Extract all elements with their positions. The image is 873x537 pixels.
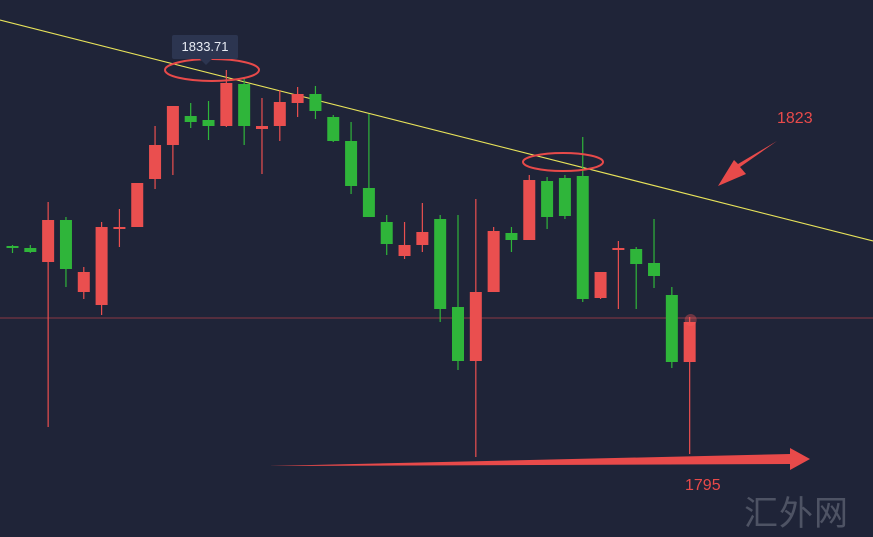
candle-body (327, 117, 340, 141)
candle-body (648, 263, 661, 276)
candle-body (576, 176, 589, 299)
candle-body (95, 227, 108, 305)
candle-body (683, 322, 696, 362)
candle-body (434, 219, 447, 309)
candle-body (166, 106, 179, 145)
candle-body (523, 180, 536, 240)
candle-body (202, 120, 215, 126)
resistance-annotation: 1823 (777, 110, 813, 127)
candle-body (309, 94, 322, 111)
candle-body (131, 183, 144, 227)
candle-body (398, 245, 411, 256)
candle-body (452, 307, 464, 361)
support-arrow (268, 448, 810, 470)
candle-body (77, 272, 90, 292)
candle-body (541, 181, 554, 217)
support-annotation: 1795 (685, 477, 721, 494)
last-price-glow (684, 314, 697, 326)
high-highlight-ellipse (164, 58, 260, 82)
candle-body (380, 222, 393, 244)
candle-body (113, 227, 126, 229)
candle-body (255, 126, 268, 129)
candle-body (665, 295, 678, 362)
candle-body (630, 249, 643, 264)
candle-body (24, 248, 37, 252)
candle-body (416, 232, 429, 245)
resistance-arrow (718, 141, 777, 186)
candle-body (594, 272, 607, 298)
watermark-logo: 汇外网 (744, 494, 849, 534)
candle-body (6, 246, 19, 248)
candle-body (558, 178, 571, 216)
candle-body (149, 145, 162, 179)
candle-body (220, 83, 233, 126)
candle-body (469, 292, 482, 361)
high-price-label: 1833.71 (172, 35, 238, 59)
candle-body (345, 141, 358, 186)
candle-body (612, 248, 625, 250)
high-label-pointer (200, 59, 212, 65)
candle-body (42, 220, 55, 262)
candle-body (238, 84, 251, 126)
retest-highlight-ellipse (522, 152, 604, 172)
candle-body (184, 116, 197, 122)
candle-body (291, 94, 304, 103)
candle-body (59, 220, 72, 269)
candle-body (487, 231, 500, 292)
descending-trendline (0, 19, 873, 242)
candle-body (362, 188, 375, 217)
candle-body (273, 102, 286, 126)
candle-body (505, 233, 518, 240)
